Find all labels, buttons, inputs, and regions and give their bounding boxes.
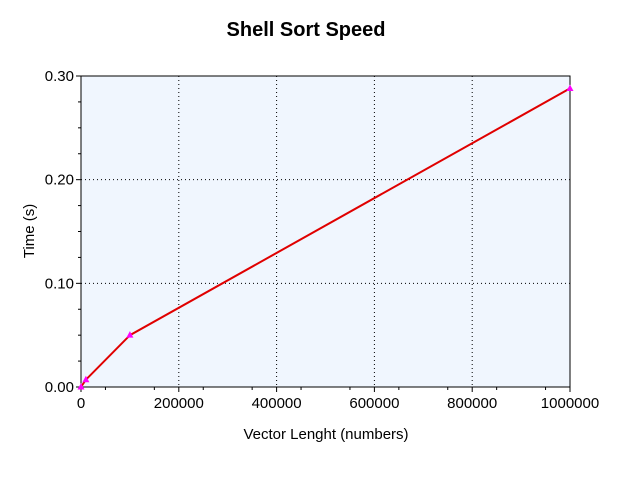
plot-area <box>80 75 571 388</box>
data-point <box>82 375 90 383</box>
data-point <box>126 331 134 338</box>
x-tick-label: 400000 <box>252 395 302 412</box>
chart-title: Shell Sort Speed <box>227 19 386 41</box>
x-tick-label: 200000 <box>154 395 204 412</box>
y-axis-label: Time (s) <box>21 204 38 258</box>
grid <box>81 76 570 387</box>
y-tick-label: 0.20 <box>45 172 74 189</box>
y-axis: 0.00 0.10 0.20 0.30 <box>45 68 81 396</box>
y-tick-label: 0.00 <box>45 379 74 396</box>
data-point <box>77 383 85 390</box>
series-line <box>80 87 571 388</box>
series-layer <box>77 84 574 390</box>
x-tick-label: 800000 <box>447 395 497 412</box>
x-tick-label: 1000000 <box>541 395 599 412</box>
x-axis: 0 200000 400000 600000 800000 1000000 <box>77 387 599 412</box>
x-tick-label: 0 <box>77 395 85 412</box>
data-point <box>566 84 574 91</box>
x-tick-label: 600000 <box>349 395 399 412</box>
y-tick-label: 0.30 <box>45 68 74 85</box>
y-tick-label: 0.10 <box>45 275 74 292</box>
x-axis-label: Vector Lenght (numbers) <box>243 426 408 443</box>
